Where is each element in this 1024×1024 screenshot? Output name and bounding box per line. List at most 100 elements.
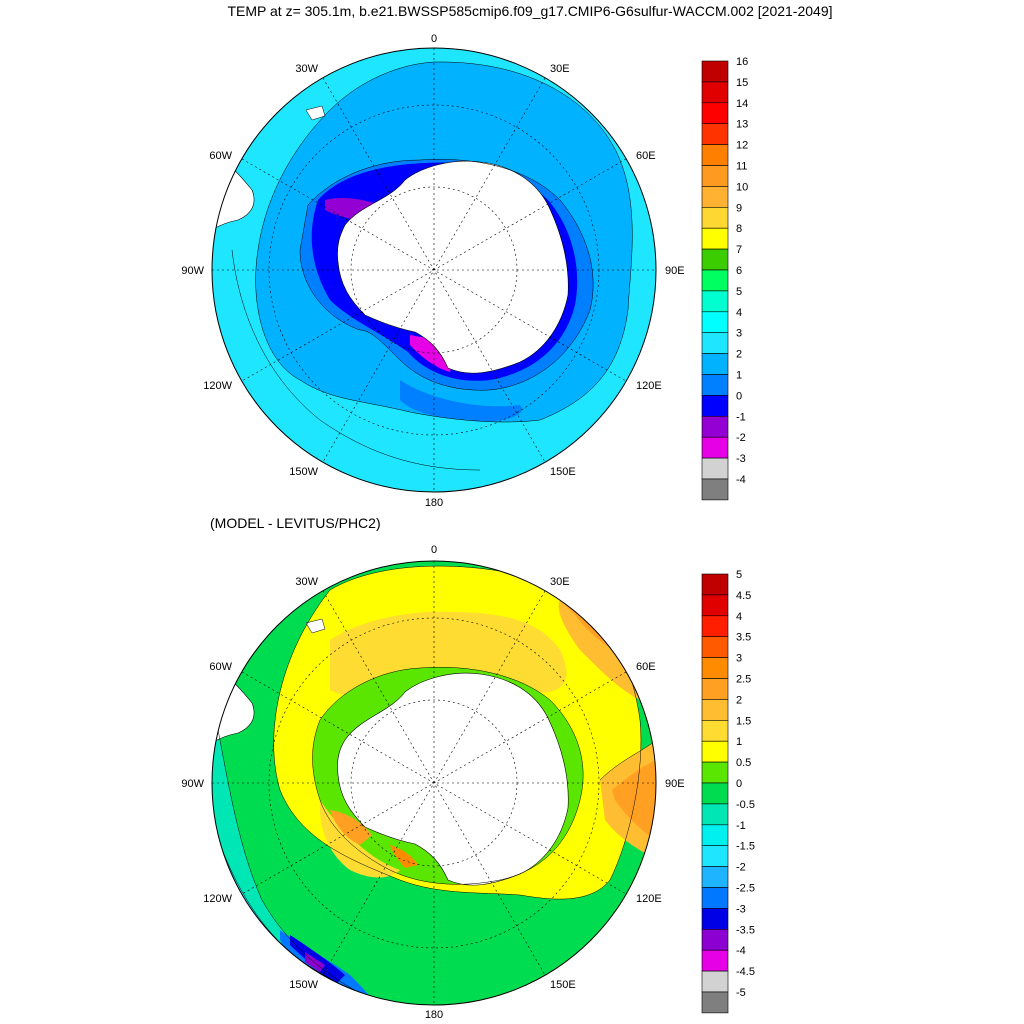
map-top-graticule: [212, 48, 656, 492]
lon-label-90e: 90E: [665, 265, 685, 277]
colorbar-tick-label: -3.5: [736, 924, 755, 936]
lon-label-0: 0: [431, 544, 437, 556]
lon-label-180: 180: [425, 497, 443, 509]
colorbar-tick-label: 1: [736, 370, 742, 382]
colorbar-tick-label: 1.5: [736, 715, 751, 727]
colorbar-tick-label: 5: [736, 569, 742, 581]
lon-label-150e: 150E: [550, 466, 576, 478]
colorbar-swatch: [701, 719, 729, 742]
lon-label-30w: 30W: [295, 576, 318, 588]
colorbar-tick-label: 4.5: [736, 590, 751, 602]
lon-label-150e: 150E: [550, 979, 576, 991]
colorbar-bottom: 5 4.5 4 3.5 3 2.5 2 1.5 1 0.5 0 -0.5 -1 -1.5 -2 -2.5 -3 -…: [701, 569, 755, 1014]
colorbar-tick-label: -4: [736, 945, 746, 957]
colorbar-tick-label: 15: [736, 77, 748, 89]
colorbar-swatch: [701, 374, 729, 396]
colorbar-tick-label: -3: [736, 453, 746, 465]
colorbar-swatch: [701, 636, 729, 658]
colorbar-tick-label: -2.5: [736, 883, 755, 895]
lon-label-60e: 60E: [636, 661, 656, 673]
colorbar-tick-label: 2: [736, 349, 742, 361]
colorbar-swatch: [701, 573, 729, 596]
figure-title: TEMP at z= 305.1m, b.e21.BWSSP585cmip6.f…: [227, 3, 833, 19]
difference-subtitle: (MODEL - LEVITUS/PHC2): [210, 515, 381, 531]
colorbar-swatch: [701, 311, 729, 333]
colorbar-tick-label: 5: [736, 286, 742, 298]
lon-label-120w: 120W: [203, 380, 232, 392]
lon-label-90e: 90E: [665, 778, 685, 790]
lon-label-150w: 150W: [289, 466, 318, 478]
map-top-model-temperature: [211, 47, 657, 493]
colorbar-tick-label: 0: [736, 778, 742, 790]
colorbar-swatch: [701, 353, 729, 375]
colorbar-swatch: [701, 657, 729, 679]
colorbar-tick-label: 2.5: [736, 674, 751, 686]
colorbar-tick-label: 12: [736, 140, 748, 152]
lon-label-90w: 90W: [181, 778, 204, 790]
colorbar-swatch: [701, 970, 729, 993]
lon-label-30w: 30W: [295, 63, 318, 75]
colorbar-tick-label: 11: [736, 161, 747, 173]
lon-label-0: 0: [431, 33, 437, 45]
colorbar-tick-label: -2: [736, 862, 746, 874]
colorbar-swatch: [701, 866, 729, 888]
colorbar-swatch: [701, 824, 729, 846]
colorbar-tick-label: 3: [736, 328, 742, 340]
lon-label-60w: 60W: [209, 661, 232, 673]
colorbar-tick-label: -3: [736, 903, 746, 915]
colorbar-swatch: [701, 740, 729, 763]
colorbar-tick-label: 8: [736, 223, 742, 235]
colorbar-tick-label: -1.5: [736, 841, 755, 853]
colorbar-tick-label: 2: [736, 694, 742, 706]
colorbar-swatch: [701, 782, 729, 805]
colorbar-swatch: [701, 594, 729, 617]
lon-label-120w: 120W: [203, 893, 232, 905]
colorbar-swatch: [701, 186, 729, 208]
colorbar-swatch: [701, 949, 729, 972]
colorbar-swatch: [701, 478, 729, 501]
colorbar-swatch: [701, 457, 729, 480]
map-bottom-longitude-labels: 0 30E 60E 90E 120E 150E 180 150W 120W 90…: [181, 544, 684, 1021]
colorbar-swatch: [701, 928, 729, 951]
colorbar-swatch: [701, 436, 729, 459]
lon-label-180: 180: [425, 1009, 443, 1021]
lon-label-60e: 60E: [636, 150, 656, 162]
colorbar-swatch: [701, 803, 729, 826]
colorbar-tick-label: 14: [736, 98, 748, 110]
colorbar-swatch: [701, 761, 729, 784]
lon-label-120e: 120E: [636, 893, 662, 905]
map-bottom-model-minus-levitus: [211, 560, 657, 1006]
colorbar-swatch: [701, 699, 729, 721]
colorbar-swatch: [701, 290, 729, 313]
colorbar-swatch: [701, 144, 729, 166]
colorbar-tick-label: -1: [736, 411, 746, 423]
colorbar-swatch: [701, 207, 729, 229]
colorbar-swatch: [701, 227, 729, 250]
colorbar-tick-label: 7: [736, 244, 742, 256]
colorbar-swatch: [701, 60, 729, 83]
colorbar-swatch: [701, 269, 729, 292]
colorbar-swatch: [701, 102, 729, 125]
lon-label-60w: 60W: [209, 150, 232, 162]
colorbar-tick-label: -4.5: [736, 966, 755, 978]
colorbar-tick-label: 0.5: [736, 757, 751, 769]
colorbar-tick-label: 16: [736, 56, 748, 68]
colorbar-swatch: [701, 887, 729, 909]
map-bottom-graticule: [212, 561, 656, 1005]
colorbar-tick-label: 13: [736, 119, 748, 131]
colorbar-tick-label: 3.5: [736, 632, 751, 644]
colorbar-tick-label: 3: [736, 653, 742, 665]
lon-label-150w: 150W: [289, 979, 318, 991]
colorbar-tick-label: -4: [736, 474, 746, 486]
colorbar-swatch: [701, 165, 729, 187]
colorbar-swatch: [701, 395, 729, 417]
lon-label-30e: 30E: [550, 63, 570, 75]
colorbar-swatch: [701, 615, 729, 637]
colorbar-tick-label: 4: [736, 307, 742, 319]
colorbar-tick-label: 6: [736, 265, 742, 277]
colorbar-tick-label: -2: [736, 432, 746, 444]
colorbar-tick-label: 0: [736, 390, 742, 402]
colorbar-swatch: [701, 332, 729, 354]
map-top-longitude-labels: 0 30E 60E 90E 120E 150E 180 150W 120W 90…: [181, 33, 684, 509]
